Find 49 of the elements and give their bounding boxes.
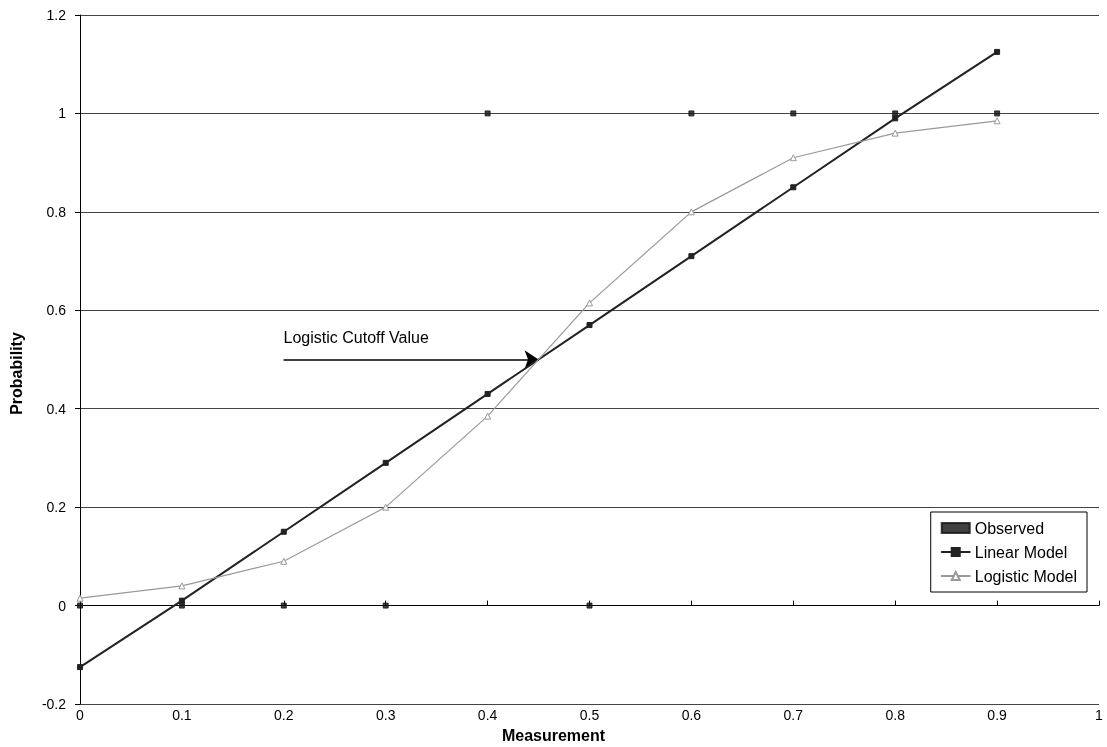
x-tick-label: 0.5 bbox=[579, 707, 600, 723]
point bbox=[178, 582, 186, 590]
legend-label: Linear Model bbox=[974, 543, 1068, 561]
point bbox=[586, 299, 593, 307]
point bbox=[892, 115, 899, 122]
point bbox=[688, 110, 695, 117]
x-tick-label: 0.1 bbox=[172, 707, 192, 723]
x-tick-label: 0.3 bbox=[375, 707, 396, 723]
legend-label: Observed bbox=[974, 519, 1045, 537]
legend-label: Logistic Model bbox=[974, 567, 1078, 585]
point bbox=[484, 390, 491, 397]
y-tick-label: 0.8 bbox=[46, 203, 67, 220]
x-axis-title: Measurement bbox=[501, 726, 606, 744]
x-tick-label: 0 bbox=[76, 707, 85, 723]
x-tick-label: 0.9 bbox=[987, 707, 1008, 723]
point bbox=[790, 110, 797, 117]
y-tick-label: 1 bbox=[58, 105, 67, 122]
y-tick-label: 0.2 bbox=[46, 499, 67, 516]
point bbox=[789, 154, 797, 162]
point bbox=[994, 110, 1001, 117]
annotation: Logistic Cutoff Value bbox=[283, 329, 429, 346]
y-axis-title: Probability bbox=[7, 332, 25, 415]
point bbox=[382, 503, 390, 511]
point bbox=[484, 110, 491, 117]
x-tick-label: 0.6 bbox=[681, 707, 702, 723]
x-tick-label: 0.7 bbox=[783, 707, 804, 723]
x-tick-label: 0.8 bbox=[885, 707, 906, 723]
point bbox=[994, 48, 1001, 55]
point bbox=[280, 528, 287, 535]
point bbox=[280, 602, 287, 609]
point bbox=[687, 208, 695, 216]
point bbox=[993, 117, 1001, 125]
y-tick-label: 0.6 bbox=[46, 302, 67, 319]
point bbox=[178, 597, 185, 604]
point bbox=[77, 664, 83, 671]
point bbox=[484, 412, 492, 420]
point bbox=[382, 459, 389, 466]
x-tick-label: 1 bbox=[1095, 707, 1104, 723]
y-tick-label: 0.4 bbox=[46, 400, 67, 417]
y-tick-label: -0.2 bbox=[41, 696, 67, 712]
point bbox=[790, 184, 797, 191]
x-tick-label: 0.4 bbox=[477, 707, 498, 723]
point bbox=[280, 557, 288, 565]
y-tick-label: 0 bbox=[58, 597, 67, 614]
x-tick-label: 0.2 bbox=[274, 707, 294, 723]
point bbox=[891, 129, 899, 137]
point bbox=[586, 322, 593, 329]
y-tick-label: 1.2 bbox=[46, 7, 67, 23]
point bbox=[688, 253, 695, 260]
